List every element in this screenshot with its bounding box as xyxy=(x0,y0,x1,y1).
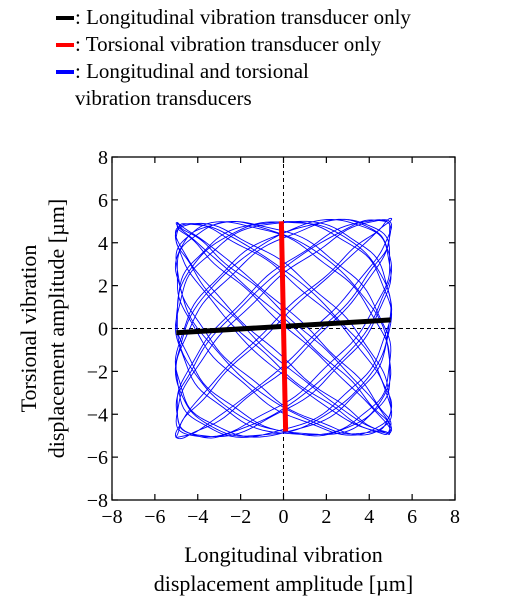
y-axis-title-line1: Torsional vibration xyxy=(16,245,41,413)
legend-label-longitudinal: : Longitudinal vibration transducer only xyxy=(75,5,411,29)
x-tick-label: −6 xyxy=(144,506,165,528)
legend-label-both-line2: vibration transducers xyxy=(75,86,252,110)
y-tick-label: 2 xyxy=(98,276,108,298)
x-tick-label: 4 xyxy=(364,506,374,528)
x-axis-title-line1: Longitudinal vibration xyxy=(184,542,383,567)
x-tick-label: 8 xyxy=(450,506,460,528)
legend-item-both: : Longitudinal and torsional xyxy=(56,58,411,85)
y-tick-label: 0 xyxy=(98,319,108,341)
legend-swatch-black xyxy=(56,16,74,20)
y-tick-label: 4 xyxy=(98,233,108,255)
y-tick-label: −2 xyxy=(87,361,108,383)
y-axis-title-line2: displacement amplitude [µm] xyxy=(44,199,69,459)
x-tick-label: −4 xyxy=(187,506,208,528)
legend-swatch-red xyxy=(56,43,74,47)
x-tick-label: −2 xyxy=(230,506,251,528)
x-tick-label: −8 xyxy=(101,506,122,528)
legend-item-longitudinal: : Longitudinal vibration transducer only xyxy=(56,4,411,31)
legend-item-torsional: : Torsional vibration transducer only xyxy=(56,31,411,58)
x-tick-label: 2 xyxy=(321,506,331,528)
legend-label-torsional: : Torsional vibration transducer only xyxy=(75,32,382,56)
legend-label-both: : Longitudinal and torsional xyxy=(75,59,309,83)
legend-swatch-blue xyxy=(56,70,74,74)
y-tick-label: −4 xyxy=(87,404,108,426)
x-tick-label: 6 xyxy=(407,506,417,528)
y-tick-label: −8 xyxy=(87,490,108,512)
y-tick-label: 6 xyxy=(98,190,108,212)
series-torsional-line xyxy=(278,221,289,432)
x-tick-label: 0 xyxy=(279,506,289,528)
y-tick-label: 8 xyxy=(98,147,108,169)
y-tick-label: −6 xyxy=(87,447,108,469)
x-axis-title-line2: displacement amplitude [µm] xyxy=(154,571,414,596)
legend: : Longitudinal vibration transducer only… xyxy=(56,4,411,112)
